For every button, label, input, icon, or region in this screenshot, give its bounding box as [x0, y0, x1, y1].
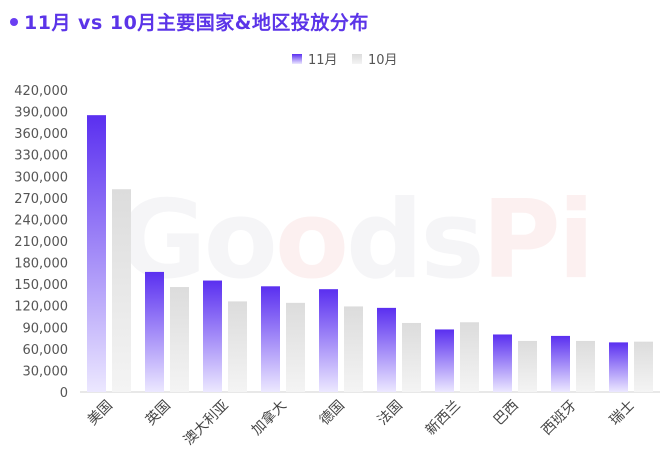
bar-11-5 [377, 307, 396, 392]
legend-label: 10月 [368, 53, 398, 68]
y-tick-label: 390,000 [14, 106, 68, 121]
y-tick-label: 300,000 [14, 170, 68, 185]
bar-11-7 [493, 334, 512, 392]
legend: 11月 10月 [292, 53, 398, 68]
bars [87, 115, 653, 393]
legend-swatch-1 [352, 54, 362, 64]
chart-title-block: 11月 vs 10月主要国家&地区投放分布 [10, 8, 369, 35]
x-tick-label: 瑞士 [607, 398, 638, 429]
x-tick-label: 法国 [375, 398, 406, 429]
title-bullet-icon [10, 17, 18, 26]
bar-10-3 [286, 302, 305, 392]
goodspi-watermark: GoodsPi [118, 178, 595, 303]
bar-11-6 [435, 329, 454, 392]
y-tick-label: 420,000 [14, 84, 68, 99]
x-tick-label: 德国 [317, 398, 348, 429]
legend-label: 11月 [308, 53, 338, 68]
bar-10-7 [518, 340, 537, 392]
chart-title: 11月 vs 10月主要国家&地区投放分布 [24, 12, 369, 34]
y-tick-label: 90,000 [23, 321, 69, 336]
bar-10-8 [576, 340, 595, 392]
x-tick-label: 澳大利亚 [181, 398, 232, 449]
bar-10-2 [228, 301, 247, 392]
y-tick-label: 360,000 [14, 127, 68, 142]
bar-11-0 [87, 115, 106, 393]
bar-11-3 [261, 286, 280, 392]
bar-10-9 [634, 341, 653, 392]
bar-10-6 [460, 322, 479, 392]
y-tick-label: 120,000 [14, 300, 68, 315]
y-tick-label: 60,000 [23, 343, 69, 358]
bar-11-2 [203, 280, 222, 392]
bar-10-1 [170, 287, 189, 392]
bar-11-8 [551, 335, 570, 392]
x-tick-label: 加拿大 [248, 397, 290, 439]
x-tick-label: 西班牙 [539, 398, 580, 439]
y-tick-label: 330,000 [14, 149, 68, 164]
x-tick-label: 新西兰 [423, 398, 464, 439]
bar-10-5 [402, 322, 421, 392]
x-tick-label: 英国 [142, 397, 174, 429]
y-tick-label: 150,000 [14, 278, 68, 293]
bar-10-4 [344, 306, 363, 392]
y-tick-label: 270,000 [14, 192, 68, 207]
bar-11-9 [609, 342, 628, 392]
bar-11-1 [145, 271, 164, 392]
y-tick-label: 210,000 [14, 235, 68, 250]
bar-11-4 [319, 289, 338, 392]
x-tick-label: 美国 [85, 398, 116, 429]
bar-10-0 [112, 189, 131, 392]
legend-swatch-0 [292, 54, 302, 64]
y-tick-label: 0 [60, 386, 68, 401]
y-tick-label: 30,000 [23, 364, 69, 379]
y-tick-label: 240,000 [14, 213, 68, 228]
y-tick-label: 180,000 [14, 257, 68, 272]
x-tick-label: 巴西 [491, 398, 522, 429]
x-axis: 美国 英国 澳大利亚 加拿大 德国 法国 新西兰 巴西 西班牙 瑞士 [85, 397, 638, 449]
